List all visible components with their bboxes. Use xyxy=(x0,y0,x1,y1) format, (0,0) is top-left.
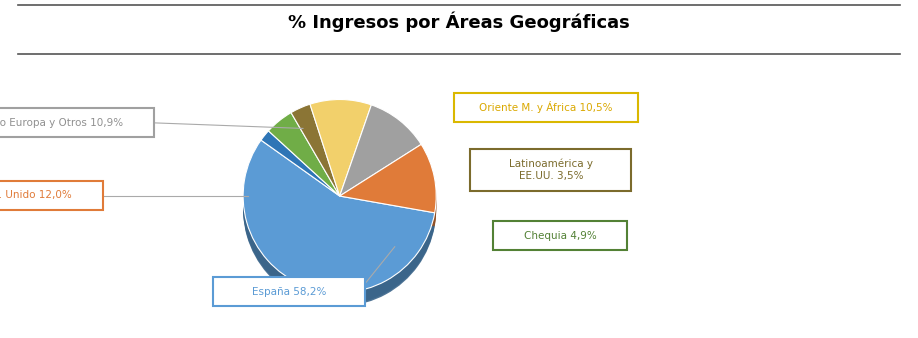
Wedge shape xyxy=(291,114,340,206)
Wedge shape xyxy=(291,111,340,203)
Wedge shape xyxy=(291,107,340,199)
Wedge shape xyxy=(310,99,372,196)
Wedge shape xyxy=(291,110,340,201)
Wedge shape xyxy=(340,107,421,199)
Text: Resto Europa y Otros 10,9%: Resto Europa y Otros 10,9% xyxy=(0,118,124,127)
Wedge shape xyxy=(340,105,421,196)
Wedge shape xyxy=(268,113,340,196)
Wedge shape xyxy=(268,115,340,199)
Wedge shape xyxy=(340,151,436,220)
Wedge shape xyxy=(243,143,435,295)
Wedge shape xyxy=(261,134,340,199)
Text: Chequia 4,9%: Chequia 4,9% xyxy=(523,231,597,241)
Wedge shape xyxy=(243,147,435,299)
Wedge shape xyxy=(340,110,421,201)
Wedge shape xyxy=(291,112,340,204)
Wedge shape xyxy=(261,132,340,197)
Wedge shape xyxy=(291,105,340,197)
Wedge shape xyxy=(340,119,421,210)
Wedge shape xyxy=(291,104,340,196)
Wedge shape xyxy=(340,155,436,224)
Wedge shape xyxy=(340,112,421,203)
Wedge shape xyxy=(268,124,340,207)
Wedge shape xyxy=(340,117,421,208)
Wedge shape xyxy=(340,116,421,207)
Wedge shape xyxy=(243,150,435,302)
Wedge shape xyxy=(310,112,372,208)
Wedge shape xyxy=(261,139,340,204)
Wedge shape xyxy=(310,109,372,206)
Wedge shape xyxy=(340,154,436,222)
Wedge shape xyxy=(261,143,340,208)
Wedge shape xyxy=(340,147,436,216)
Wedge shape xyxy=(243,148,435,301)
Text: R. Unido 12,0%: R. Unido 12,0% xyxy=(0,190,72,200)
Wedge shape xyxy=(340,114,421,206)
Wedge shape xyxy=(340,106,421,197)
Wedge shape xyxy=(261,136,340,201)
Wedge shape xyxy=(243,140,435,293)
Wedge shape xyxy=(340,152,436,221)
Wedge shape xyxy=(340,113,421,204)
Wedge shape xyxy=(268,114,340,197)
Wedge shape xyxy=(268,119,340,203)
Wedge shape xyxy=(291,115,340,207)
Wedge shape xyxy=(261,140,340,206)
Wedge shape xyxy=(291,116,340,208)
Wedge shape xyxy=(310,103,372,200)
Text: Latinoamérica y
EE.UU. 3,5%: Latinoamérica y EE.UU. 3,5% xyxy=(509,159,593,181)
Wedge shape xyxy=(268,122,340,206)
Wedge shape xyxy=(340,156,436,225)
Wedge shape xyxy=(268,126,340,210)
Wedge shape xyxy=(243,152,435,305)
Wedge shape xyxy=(268,125,340,208)
Wedge shape xyxy=(340,144,436,213)
Wedge shape xyxy=(340,148,436,217)
Text: Oriente M. y África 10,5%: Oriente M. y África 10,5% xyxy=(479,101,613,113)
Wedge shape xyxy=(310,108,372,204)
Wedge shape xyxy=(261,135,340,200)
Wedge shape xyxy=(243,151,435,304)
Wedge shape xyxy=(243,144,435,297)
Text: España 58,2%: España 58,2% xyxy=(252,287,327,296)
Wedge shape xyxy=(310,106,372,203)
Wedge shape xyxy=(310,101,372,197)
Wedge shape xyxy=(340,158,436,226)
Wedge shape xyxy=(310,113,372,210)
Wedge shape xyxy=(340,150,436,218)
Wedge shape xyxy=(268,118,340,201)
Wedge shape xyxy=(340,146,436,214)
Wedge shape xyxy=(291,118,340,210)
Wedge shape xyxy=(291,108,340,200)
Wedge shape xyxy=(243,142,435,294)
Wedge shape xyxy=(310,105,372,201)
Wedge shape xyxy=(310,111,372,207)
Wedge shape xyxy=(268,117,340,200)
Wedge shape xyxy=(268,121,340,204)
Wedge shape xyxy=(261,131,340,196)
Wedge shape xyxy=(261,142,340,207)
Wedge shape xyxy=(261,138,340,203)
Wedge shape xyxy=(243,154,435,306)
Wedge shape xyxy=(261,144,340,210)
Text: % Ingresos por Áreas Geográficas: % Ingresos por Áreas Geográficas xyxy=(288,11,630,31)
Wedge shape xyxy=(310,102,372,199)
Wedge shape xyxy=(340,109,421,200)
Wedge shape xyxy=(243,146,435,298)
